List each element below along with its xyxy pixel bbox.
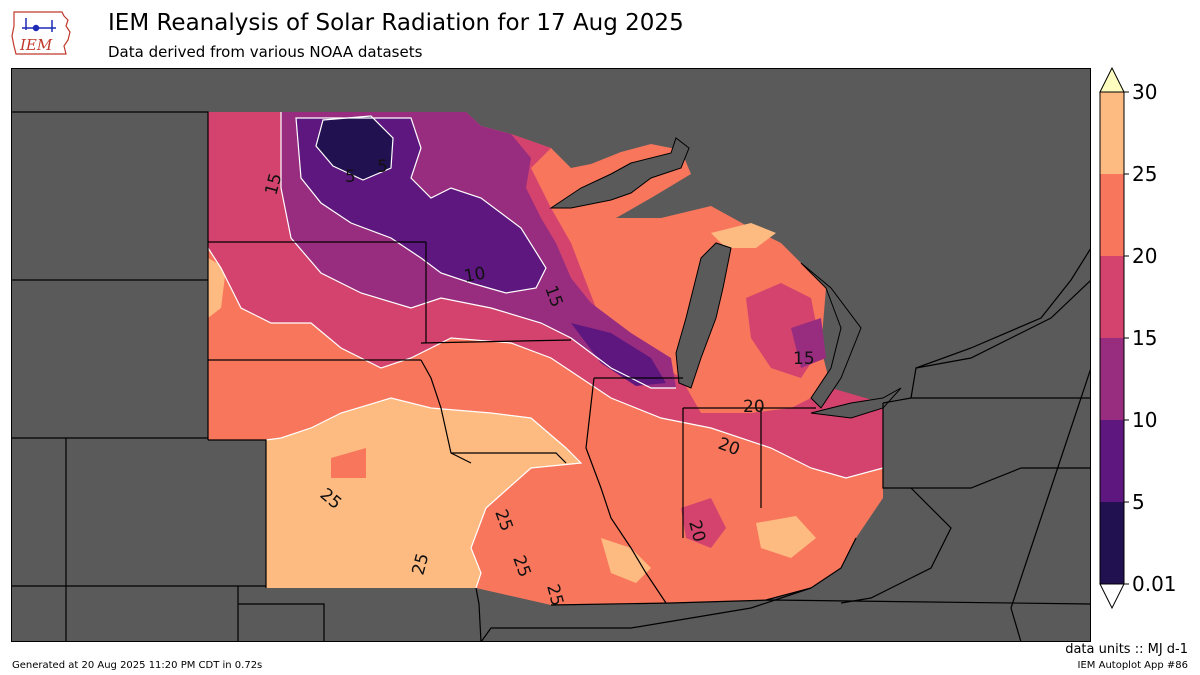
contour-label-5: 5	[377, 157, 388, 177]
colorbar-band-10-15	[1100, 338, 1124, 420]
solar-radiation-map: 5 5 10 15 15 15 20 20 20 25 25 25 25 25	[11, 68, 1091, 642]
lake-erie	[810, 387, 902, 419]
contour-lines	[207, 112, 884, 589]
band-0-5	[316, 116, 393, 180]
colorbar-band-15-20	[1100, 256, 1124, 338]
band-25-30	[208, 258, 226, 318]
contour-label-20: 20	[743, 397, 765, 417]
map-subtitle: Data derived from various NOAA datasets	[108, 43, 423, 61]
weather-station-icon	[22, 18, 56, 32]
contour-label-10: 10	[462, 263, 487, 286]
map-title: IEM Reanalysis of Solar Radiation for 17…	[108, 10, 684, 36]
colorbar: 30 25 20 15 10 5 0.01	[1099, 66, 1177, 610]
colorbar-band-25-30	[1100, 92, 1124, 174]
contour-label-15: 15	[793, 349, 815, 369]
state-boundaries	[11, 111, 1091, 642]
band-25-30	[601, 538, 651, 583]
lake-huron	[800, 262, 862, 409]
app-label: IEM Autoplot App #86	[1077, 660, 1188, 671]
colorbar-extend-max	[1099, 66, 1125, 93]
colorbar-band-5-10	[1100, 420, 1124, 502]
colorbar-band-0-5	[1100, 502, 1124, 584]
colorbar-tick-label: 15	[1132, 326, 1157, 350]
colorbar-tick-label: 5	[1132, 490, 1145, 514]
band-25-30	[266, 398, 581, 588]
generated-timestamp: Generated at 20 Aug 2025 11:20 PM CDT in…	[12, 660, 263, 671]
iowa-outline-icon	[11, 11, 71, 55]
band-25-30	[711, 223, 776, 248]
band-10-15	[791, 318, 826, 368]
iem-logo: IEM	[11, 11, 71, 55]
contour-label-5: 5	[345, 167, 356, 187]
colorbar-band-20-25	[1100, 174, 1124, 256]
logo-text: IEM	[19, 36, 53, 54]
colorbar-tick-label: 30	[1132, 80, 1157, 104]
colorbar-extend-min	[1099, 583, 1125, 610]
map-frame	[11, 68, 1091, 642]
colorbar-tick-label: 0.01	[1132, 572, 1177, 596]
data-units-label: data units :: MJ d-1	[1065, 642, 1188, 657]
colorbar-tick-label: 20	[1132, 244, 1157, 268]
lake-michigan	[675, 242, 732, 389]
band-25-30	[756, 516, 816, 558]
band-25-30	[331, 448, 366, 478]
band-15-20	[681, 498, 726, 548]
colorbar-tick-label: 25	[1132, 162, 1157, 186]
colorbar-tick-label: 10	[1132, 408, 1157, 432]
band-5-10	[571, 323, 666, 386]
lake-superior	[549, 137, 690, 209]
